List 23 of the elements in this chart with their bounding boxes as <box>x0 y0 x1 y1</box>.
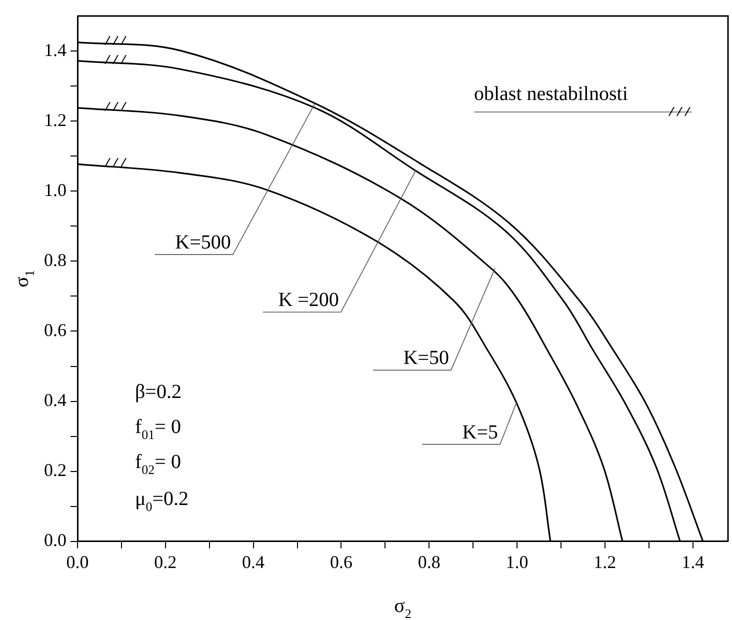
annotation: K=5 <box>462 421 498 444</box>
x-tick-label: 1.0 <box>506 552 528 572</box>
annotation: K =200 <box>278 289 339 312</box>
y-tick-label: 0.2 <box>44 460 66 480</box>
annotation: oblast nestabilnosti <box>474 83 628 105</box>
y-axis-title: σ1 <box>11 270 37 288</box>
annotation: K=50 <box>403 347 450 370</box>
y-tick-label: 0.6 <box>44 320 66 340</box>
x-tick-label: 0.8 <box>418 552 440 572</box>
x-tick-label: 0.6 <box>330 552 352 572</box>
y-tick-label: 0.8 <box>44 250 66 270</box>
x-tick-label: 0.0 <box>66 552 89 572</box>
annotation: β=0.2 <box>135 381 182 403</box>
y-tick-label: 1.2 <box>44 110 66 130</box>
x-tick-label: 1.2 <box>594 552 616 572</box>
y-tick-label: 0.4 <box>44 390 66 410</box>
y-tick-label: 0.0 <box>44 530 66 550</box>
x-tick-label: 1.4 <box>682 552 704 572</box>
y-tick-label: 1.4 <box>44 40 66 60</box>
annotation: K=500 <box>175 232 231 254</box>
y-tick-label: 1.0 <box>44 180 66 200</box>
x-tick-label: 0.2 <box>154 552 177 572</box>
x-tick-label: 0.4 <box>242 552 265 572</box>
